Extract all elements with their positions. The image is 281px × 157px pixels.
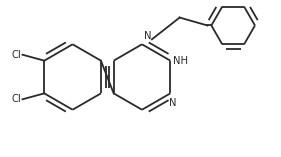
Text: Cl: Cl (12, 94, 21, 104)
Text: Cl: Cl (12, 50, 21, 60)
Text: N: N (169, 98, 176, 108)
Text: NH: NH (173, 56, 188, 66)
Text: N: N (144, 31, 151, 41)
